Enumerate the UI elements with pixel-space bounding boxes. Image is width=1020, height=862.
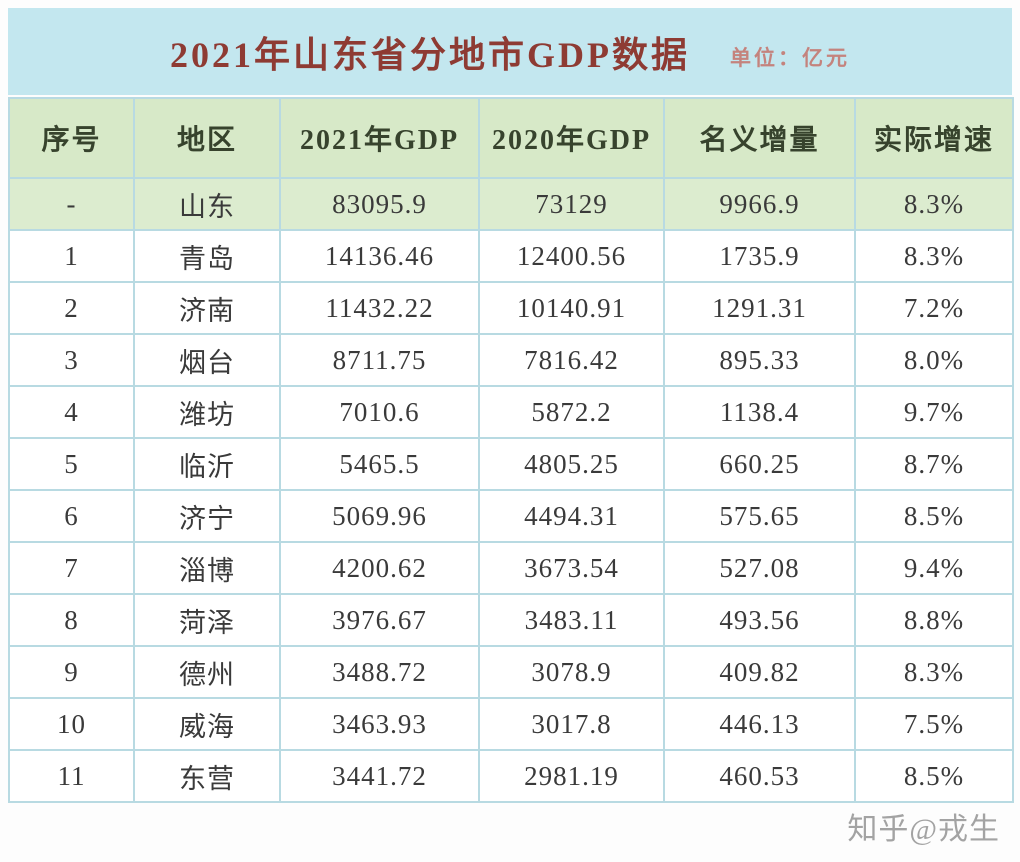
table-cell: 8.0% (854, 333, 1014, 387)
table-row: 8 菏泽 3976.67 3483.11 493.56 8.8% (8, 593, 1014, 647)
table-cell: 3017.8 (478, 697, 665, 751)
table-cell: 5 (8, 437, 135, 491)
table-cell: 8.3% (854, 645, 1014, 699)
table-cell: 10 (8, 697, 135, 751)
table-cell: - (8, 177, 135, 231)
table-cell: 9 (8, 645, 135, 699)
table-cell: 409.82 (663, 645, 856, 699)
header-row: 序号 地区 2021年GDP 2020年GDP 名义增量 实际增速 (8, 97, 1014, 179)
table-cell: 5465.5 (279, 437, 480, 491)
table-row: 4 潍坊 7010.6 5872.2 1138.4 9.7% (8, 385, 1014, 439)
table-cell: 临沂 (133, 437, 281, 491)
table-cell: 4 (8, 385, 135, 439)
table-cell: 460.53 (663, 749, 856, 803)
table-row: - 山东 83095.9 73129 9966.9 8.3% (8, 177, 1014, 231)
table-row: 6 济宁 5069.96 4494.31 575.65 8.5% (8, 489, 1014, 543)
table-cell: 济南 (133, 281, 281, 335)
table-cell: 493.56 (663, 593, 856, 647)
watermark: 知乎@戎生 (847, 813, 1000, 846)
table-cell: 威海 (133, 697, 281, 751)
table-cell: 4805.25 (478, 437, 665, 491)
table-cell: 1735.9 (663, 229, 856, 283)
table-cell: 2981.19 (478, 749, 665, 803)
table-cell: 济宁 (133, 489, 281, 543)
table-row: 7 淄博 4200.62 3673.54 527.08 9.4% (8, 541, 1014, 595)
table-cell: 烟台 (133, 333, 281, 387)
table-cell: 3 (8, 333, 135, 387)
table-cell: 4494.31 (478, 489, 665, 543)
table-row: 11 东营 3441.72 2981.19 460.53 8.5% (8, 749, 1014, 803)
table-cell: 446.13 (663, 697, 856, 751)
table-cell: 3673.54 (478, 541, 665, 595)
table-cell: 5069.96 (279, 489, 480, 543)
table-cell: 5872.2 (478, 385, 665, 439)
column-header: 2020年GDP (478, 97, 665, 179)
page-title: 2021年山东省分地市GDP数据 (170, 34, 690, 75)
table-cell: 11432.22 (279, 281, 480, 335)
table-cell: 3441.72 (279, 749, 480, 803)
table-cell: 575.65 (663, 489, 856, 543)
table-cell: 7.2% (854, 281, 1014, 335)
table-row: 9 德州 3488.72 3078.9 409.82 8.3% (8, 645, 1014, 699)
table-cell: 8.5% (854, 489, 1014, 543)
table-cell: 6 (8, 489, 135, 543)
table-cell: 8.5% (854, 749, 1014, 803)
table-cell: 8711.75 (279, 333, 480, 387)
column-header: 序号 (8, 97, 135, 179)
table-cell: 东营 (133, 749, 281, 803)
table-cell: 1291.31 (663, 281, 856, 335)
table-cell: 660.25 (663, 437, 856, 491)
table-row: 3 烟台 8711.75 7816.42 895.33 8.0% (8, 333, 1014, 387)
table-cell: 青岛 (133, 229, 281, 283)
table-cell: 山东 (133, 177, 281, 231)
table-row: 5 临沂 5465.5 4805.25 660.25 8.7% (8, 437, 1014, 491)
table-cell: 4200.62 (279, 541, 480, 595)
table-cell: 淄博 (133, 541, 281, 595)
table-cell: 3078.9 (478, 645, 665, 699)
table-cell: 895.33 (663, 333, 856, 387)
table-cell: 7010.6 (279, 385, 480, 439)
table-cell: 83095.9 (279, 177, 480, 231)
table-cell: 14136.46 (279, 229, 480, 283)
table-cell: 3976.67 (279, 593, 480, 647)
table-cell: 10140.91 (478, 281, 665, 335)
table-cell: 潍坊 (133, 385, 281, 439)
table-row: 10 威海 3463.93 3017.8 446.13 7.5% (8, 697, 1014, 751)
table-cell: 菏泽 (133, 593, 281, 647)
table-row: 1 青岛 14136.46 12400.56 1735.9 8.3% (8, 229, 1014, 283)
table-cell: 8.3% (854, 177, 1014, 231)
table-cell: 9.4% (854, 541, 1014, 595)
table-cell: 3488.72 (279, 645, 480, 699)
unit-label: 单位：亿元 (730, 45, 850, 70)
table-cell: 527.08 (663, 541, 856, 595)
table-cell: 8.3% (854, 229, 1014, 283)
column-header: 实际增速 (854, 97, 1014, 179)
table-cell: 8.7% (854, 437, 1014, 491)
table-cell: 8.8% (854, 593, 1014, 647)
table-cell: 12400.56 (478, 229, 665, 283)
table-cell: 7816.42 (478, 333, 665, 387)
table-cell: 73129 (478, 177, 665, 231)
table-cell: 7 (8, 541, 135, 595)
table-cell: 3483.11 (478, 593, 665, 647)
table-body: - 山东 83095.9 73129 9966.9 8.3% 1 青岛 14136.46 1240… (8, 177, 1014, 803)
table-cell: 2 (8, 281, 135, 335)
table-row: 2 济南 11432.22 10140.91 1291.31 7.2% (8, 281, 1014, 335)
table-cell: 1 (8, 229, 135, 283)
table-cell: 1138.4 (663, 385, 856, 439)
table-cell: 德州 (133, 645, 281, 699)
table-cell: 9.7% (854, 385, 1014, 439)
gdp-table: 序号 地区 2021年GDP 2020年GDP 名义增量 实际增速 - 山东 83095.9 7… (8, 97, 1014, 803)
column-header: 2021年GDP (279, 97, 480, 179)
table-cell: 11 (8, 749, 135, 803)
column-header: 地区 (133, 97, 281, 179)
column-header: 名义增量 (663, 97, 856, 179)
table-cell: 7.5% (854, 697, 1014, 751)
title-bar: 2021年山东省分地市GDP数据 单位：亿元 (8, 8, 1012, 95)
table-cell: 9966.9 (663, 177, 856, 231)
table-cell: 8 (8, 593, 135, 647)
table-cell: 3463.93 (279, 697, 480, 751)
